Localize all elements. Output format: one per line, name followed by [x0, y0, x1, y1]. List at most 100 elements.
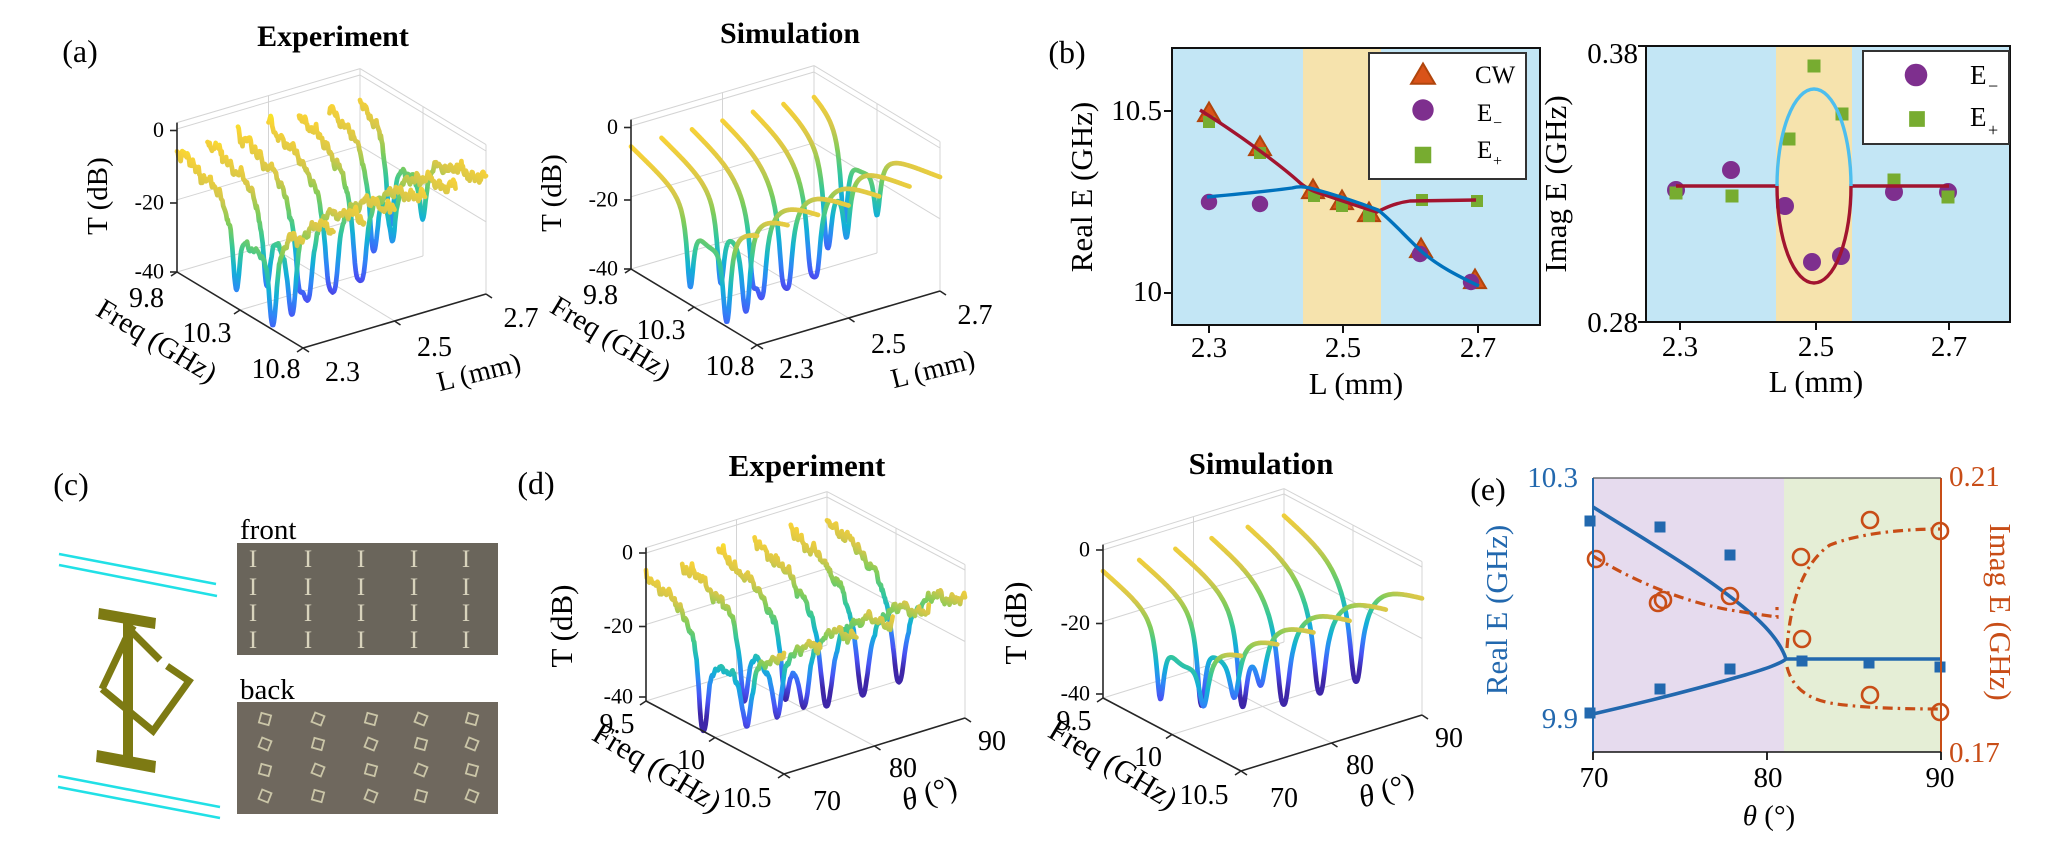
svg-text:θ (°): θ (°) — [1743, 800, 1795, 832]
svg-text:I: I — [249, 627, 257, 654]
svg-text:2.5: 2.5 — [871, 329, 906, 360]
svg-text:E: E — [1970, 102, 1987, 132]
svg-text:+: + — [1988, 120, 1998, 140]
svg-text:10.3: 10.3 — [183, 318, 232, 349]
svg-text:0.38: 0.38 — [1587, 38, 1638, 70]
svg-text:10.5: 10.5 — [1111, 95, 1162, 127]
svg-text:T (dB): T (dB) — [536, 154, 568, 232]
svg-text:I: I — [304, 546, 312, 573]
svg-text:0: 0 — [153, 117, 164, 142]
svg-text:9.9: 9.9 — [1542, 703, 1578, 735]
svg-text:Real E (GHz): Real E (GHz) — [1064, 102, 1099, 272]
svg-text:0: 0 — [622, 540, 633, 565]
svg-text:-20: -20 — [604, 613, 633, 638]
svg-text:2.5: 2.5 — [1325, 332, 1361, 364]
svg-text:I: I — [410, 600, 418, 627]
svg-text:I: I — [462, 600, 470, 627]
svg-text:Freq (GHz): Freq (GHz) — [587, 715, 728, 819]
svg-text:-20: -20 — [1061, 610, 1090, 635]
svg-text:front: front — [240, 514, 296, 546]
svg-text:2.3: 2.3 — [1662, 331, 1698, 363]
svg-text:I: I — [462, 574, 470, 601]
svg-text:I: I — [357, 546, 365, 573]
svg-text:I: I — [249, 600, 257, 627]
svg-text:0: 0 — [1079, 537, 1090, 562]
svg-text:-40: -40 — [135, 259, 164, 284]
svg-text:90: 90 — [978, 726, 1006, 757]
svg-text:(d): (d) — [517, 465, 554, 501]
svg-text:Experiment: Experiment — [729, 448, 886, 483]
svg-text:2.7: 2.7 — [1931, 331, 1967, 363]
svg-text:0.28: 0.28 — [1587, 307, 1638, 339]
svg-text:0.17: 0.17 — [1949, 737, 2000, 769]
svg-text:10: 10 — [677, 745, 705, 776]
svg-text:Real E (GHz): Real E (GHz) — [1479, 525, 1514, 695]
svg-text:-20: -20 — [589, 187, 618, 212]
svg-text:70: 70 — [1270, 783, 1298, 814]
svg-text:E: E — [1970, 60, 1987, 90]
svg-text:−: − — [1988, 76, 1998, 96]
svg-text:+: + — [1493, 153, 1502, 170]
svg-text:-20: -20 — [135, 190, 164, 215]
svg-text:T (dB): T (dB) — [82, 157, 114, 235]
svg-text:I: I — [249, 574, 257, 601]
svg-text:I: I — [462, 546, 470, 573]
svg-text:I: I — [304, 600, 312, 627]
svg-text:Simulation: Simulation — [720, 17, 860, 50]
svg-text:9.8: 9.8 — [129, 283, 164, 314]
svg-text:10.8: 10.8 — [252, 354, 301, 385]
svg-text:(e): (e) — [1470, 471, 1506, 507]
svg-text:10: 10 — [1134, 742, 1162, 773]
svg-text:E: E — [1477, 137, 1492, 164]
svg-text:I: I — [357, 627, 365, 654]
svg-text:9.5: 9.5 — [1057, 706, 1092, 737]
svg-text:Imag E (GHz): Imag E (GHz) — [1538, 95, 1573, 272]
svg-text:(a): (a) — [62, 33, 98, 69]
svg-text:0: 0 — [607, 114, 618, 139]
svg-text:2.3: 2.3 — [1191, 332, 1227, 364]
svg-text:80: 80 — [1754, 762, 1783, 794]
svg-text:E: E — [1477, 100, 1492, 127]
svg-text:I: I — [410, 574, 418, 601]
svg-text:CW: CW — [1475, 62, 1516, 89]
svg-text:(b): (b) — [1048, 34, 1085, 70]
svg-text:10.5: 10.5 — [1180, 780, 1229, 811]
svg-text:10.5: 10.5 — [723, 783, 772, 814]
svg-text:90: 90 — [1926, 762, 1955, 794]
svg-text:L (mm): L (mm) — [1769, 364, 1863, 399]
svg-text:-40: -40 — [604, 684, 633, 709]
svg-text:10.8: 10.8 — [706, 351, 755, 382]
svg-text:2.7: 2.7 — [504, 303, 539, 334]
svg-text:2.5: 2.5 — [417, 332, 452, 363]
svg-text:I: I — [462, 627, 470, 654]
svg-text:9.5: 9.5 — [600, 709, 635, 740]
svg-text:Simulation: Simulation — [1189, 446, 1334, 481]
svg-text:70: 70 — [813, 786, 841, 817]
svg-text:I: I — [304, 627, 312, 654]
svg-text:2.3: 2.3 — [779, 354, 814, 385]
svg-text:(c): (c) — [53, 466, 89, 502]
svg-text:2.7: 2.7 — [1460, 332, 1496, 364]
svg-text:90: 90 — [1435, 723, 1463, 754]
svg-text:back: back — [240, 674, 295, 706]
svg-text:Imag E (GHz): Imag E (GHz) — [1983, 523, 2018, 700]
svg-text:10: 10 — [1133, 276, 1162, 308]
svg-text:I: I — [410, 546, 418, 573]
svg-text:-40: -40 — [589, 256, 618, 281]
svg-text:I: I — [357, 600, 365, 627]
svg-text:I: I — [249, 546, 257, 573]
svg-text:2.3: 2.3 — [325, 357, 360, 388]
svg-text:-40: -40 — [1061, 681, 1090, 706]
svg-text:I: I — [304, 574, 312, 601]
svg-text:L (mm): L (mm) — [1309, 366, 1403, 401]
svg-text:2.7: 2.7 — [958, 300, 993, 331]
svg-text:80: 80 — [1346, 750, 1374, 781]
svg-text:70: 70 — [1580, 762, 1609, 794]
svg-text:I: I — [357, 574, 365, 601]
svg-text:Experiment: Experiment — [257, 20, 409, 53]
svg-text:80: 80 — [889, 753, 917, 784]
svg-text:10.3: 10.3 — [637, 315, 686, 346]
svg-text:9.8: 9.8 — [583, 280, 618, 311]
svg-text:T (dB): T (dB) — [544, 585, 579, 668]
svg-text:10.3: 10.3 — [1527, 462, 1578, 494]
